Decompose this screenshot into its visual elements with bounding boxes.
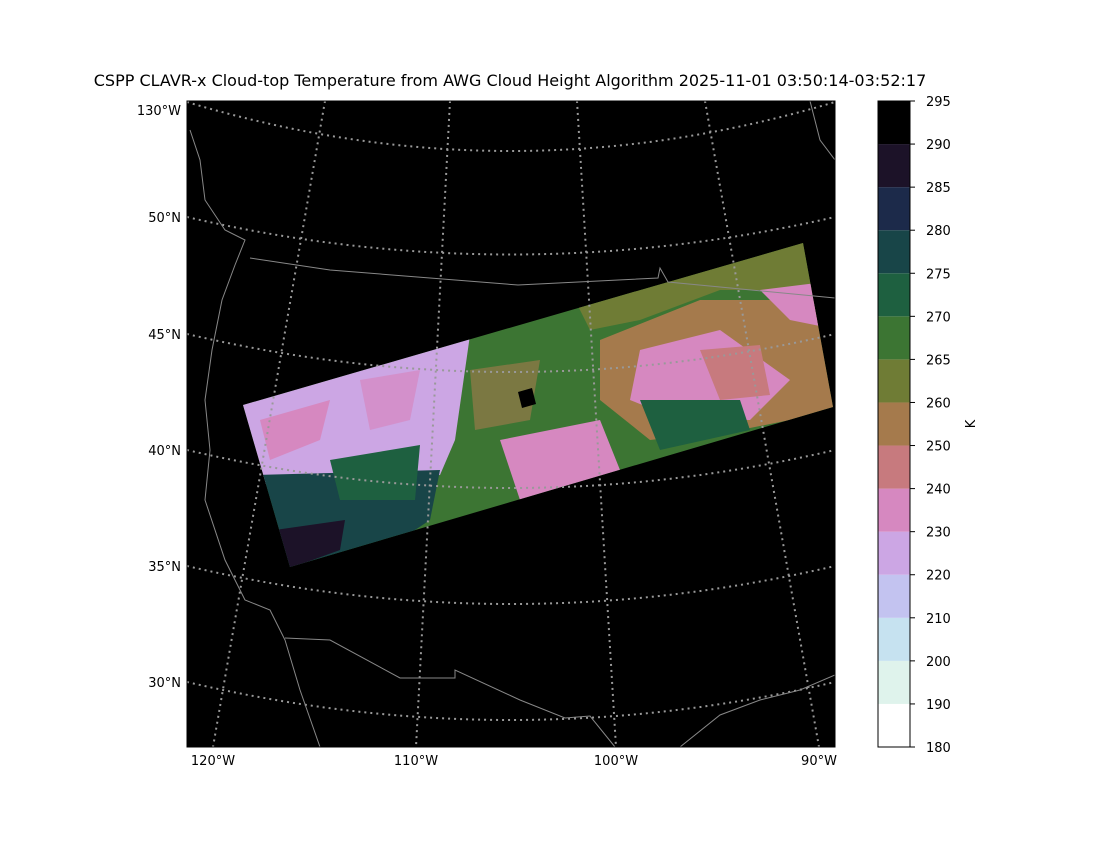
colorbar-tick-label: 240 [926,483,951,498]
lon-label: 100°W [594,754,638,769]
colorbar-tick-label: 275 [926,267,951,282]
lat-labels: 130°W 50°N 45°N 40°N 35°N 30°N [137,104,181,691]
map-frame [186,100,836,748]
colorbar-tick-label: 260 [926,396,951,411]
lon-label: 120°W [191,754,235,769]
lon-labels: 120°W 110°W 100°W 90°W [191,754,837,769]
colorbar-tick-label: 295 [926,95,951,110]
colorbar-segment [878,488,910,532]
colorbar-segment [878,660,910,704]
colorbar-segment [878,617,910,661]
colorbar-tick-label: 200 [926,655,951,670]
colorbar-label: K [964,419,979,428]
colorbar-frame [877,100,911,748]
map [187,101,835,747]
colorbar-segment [878,316,910,360]
graticule [187,101,835,747]
lat-label: 40°N [148,444,181,459]
colorbar-tick-label: 190 [926,698,951,713]
colorbar-tick-label: 180 [926,741,951,756]
colorbar-tick-label: 250 [926,440,951,455]
colorbar-segment [878,445,910,489]
colorbar-segment [878,359,910,403]
colorbar-segment [878,531,910,575]
lon-label: 110°W [394,754,438,769]
lon-label: 90°W [801,754,837,769]
colorbar-segment [878,230,910,274]
title: CSPP CLAVR-x Cloud-top Temperature from … [94,71,927,90]
colorbar-tick-label: 290 [926,138,951,153]
colorbar-segment [878,144,910,188]
colorbar-segment [878,402,910,446]
colorbar-tick-label: 280 [926,224,951,239]
colorbar-tick-label: 210 [926,612,951,627]
colorbar: 180 190 200 210 220 230 240 250 260 265 270 275 280 2… [877,95,951,756]
colorbar-tick-label: 265 [926,353,951,368]
boundaries [189,101,835,747]
colorbar-tick-label: 230 [926,526,951,541]
lat-label: 50°N [148,211,181,226]
colorbar-segment [878,273,910,317]
lat-label: 30°N [148,676,181,691]
colorbar-segment [878,574,910,618]
lat-label: 130°W [137,104,181,119]
lat-label: 35°N [148,560,181,575]
colorbar-tick-label: 285 [926,181,951,196]
colorbar-segment [878,187,910,231]
colorbar-tick-label: 270 [926,310,951,325]
colorbar-segment [878,101,910,145]
colorbar-segment [878,703,910,747]
lat-label: 45°N [148,328,181,343]
colorbar-tick-label: 220 [926,569,951,584]
